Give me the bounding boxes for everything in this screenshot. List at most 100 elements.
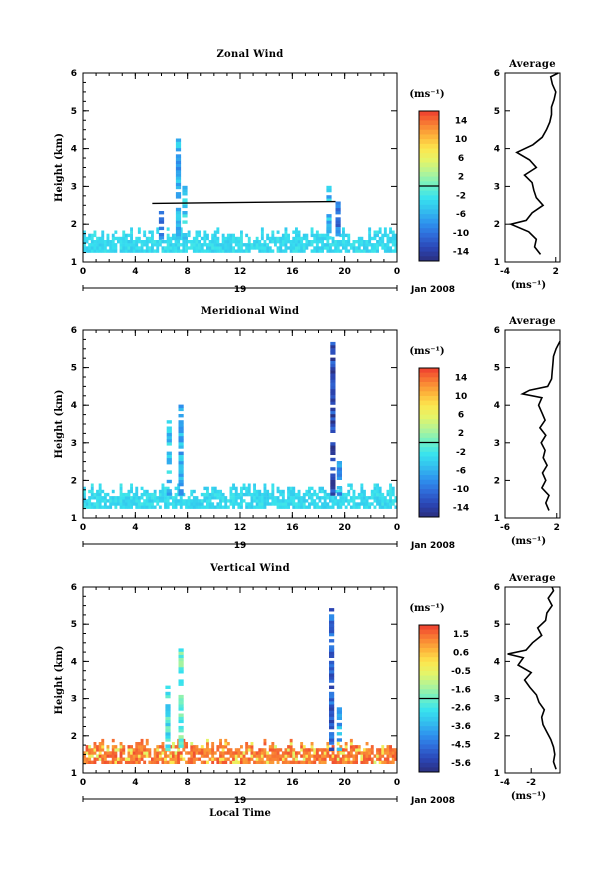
y-tick-label: 4 (71, 657, 77, 667)
colorbar-segment (419, 735, 439, 741)
average-y-tick-label: 5 (494, 620, 500, 630)
colorbar-tick-label: -6 (456, 466, 466, 476)
colorbar-segment (419, 475, 439, 481)
average-y-tick-label: 3 (494, 182, 500, 192)
y-tick-label: 1 (71, 769, 77, 779)
colorbar-tick-label: 6 (458, 154, 464, 164)
panel-title: Vertical Wind (209, 563, 290, 574)
colorbar-segment (419, 386, 439, 392)
average-y-tick-label: 3 (494, 439, 500, 449)
colorbar-segment (419, 428, 439, 434)
heatmap-cells (83, 608, 398, 764)
average-y-tick-label: 6 (494, 69, 500, 79)
colorbar-segment (419, 111, 439, 117)
average-x-tick-label: 2 (554, 523, 560, 533)
colorbar-segment (419, 423, 439, 429)
colorbar-tick-label: 14 (455, 116, 468, 126)
colorbar-segment (419, 115, 439, 121)
colorbar-unit: (ms⁻¹) (409, 89, 444, 100)
colorbar-segment (419, 689, 439, 695)
colorbar-segment (419, 470, 439, 476)
colorbar-segment (419, 157, 439, 163)
colorbar-segment (419, 507, 439, 513)
colorbar-segment (419, 400, 439, 406)
y-tick-label: 5 (71, 364, 77, 374)
heatmap-cells (83, 341, 398, 509)
colorbar-segment (419, 377, 439, 383)
colorbar-segment (419, 237, 439, 243)
colorbar-segment (419, 647, 439, 653)
colorbar-tick-label: 1.5 (453, 630, 469, 640)
colorbar-tick-label: -5.6 (451, 759, 471, 769)
average-y-tick-label: 2 (494, 732, 500, 742)
y-tick-label: 6 (71, 69, 77, 79)
colorbar-segment (419, 730, 439, 736)
average-frame (504, 329, 561, 519)
x-tick-label: 8 (185, 523, 191, 533)
colorbar-tick-label: 6 (458, 411, 464, 421)
average-x-tick-label: 2 (553, 267, 559, 277)
colorbar-segment (419, 125, 439, 131)
colorbar-segment (419, 251, 439, 257)
colorbar-segment (419, 661, 439, 667)
y-tick-label: 5 (71, 620, 77, 630)
colorbar-segment (419, 489, 439, 495)
x-tick-label: 0 (394, 523, 400, 533)
colorbar-segment (419, 498, 439, 504)
panel-title: Meridional Wind (201, 306, 300, 317)
y-tick-label: 4 (71, 401, 77, 411)
colorbar-segment (419, 171, 439, 178)
x-tick-label: 20 (338, 267, 351, 277)
colorbar-segment (419, 465, 439, 471)
colorbar-segment (419, 246, 439, 253)
colorbar-tick-label: 0.6 (453, 649, 469, 659)
colorbar-tick-label: -6 (456, 210, 466, 220)
colorbar-segment (419, 716, 439, 722)
colorbar-segment (419, 391, 439, 397)
colorbar-segment (419, 767, 439, 773)
average-unit: (ms⁻¹) (511, 280, 546, 291)
colorbar-segment (419, 484, 439, 490)
average-y-tick-label: 6 (494, 326, 500, 336)
x-tick-label: 16 (286, 778, 299, 788)
average-profile-line (520, 340, 561, 511)
x-tick-label: 16 (286, 523, 299, 533)
colorbar-segment (419, 451, 439, 457)
colorbar-segment (419, 368, 439, 374)
average-profile-line (507, 586, 557, 770)
colorbar-segment (419, 749, 439, 755)
x-tick-label: 20 (338, 523, 351, 533)
y-tick-label: 1 (71, 258, 77, 268)
colorbar-segment (419, 186, 439, 192)
average-y-tick-label: 4 (494, 145, 500, 155)
colorbar-segment (419, 493, 439, 499)
colorbar-segment (419, 461, 439, 467)
colorbar-segment (419, 153, 439, 159)
y-axis-label: Height (km) (54, 133, 65, 202)
y-tick-label: 3 (71, 439, 77, 449)
average-y-tick-label: 1 (494, 514, 500, 524)
colorbar-segment (419, 148, 439, 154)
x-tick-label: 8 (185, 267, 191, 277)
colorbar-segment (419, 629, 439, 635)
colorbar-segment (419, 120, 439, 126)
colorbar-segment (419, 195, 439, 201)
colorbar-segment (419, 433, 439, 439)
colorbar-segment (419, 758, 439, 764)
colorbar-segment (419, 209, 439, 215)
y-tick-label: 2 (71, 220, 77, 230)
date-label: Jan 2008 (410, 796, 455, 806)
y-tick-label: 2 (71, 476, 77, 486)
x-tick-label: 0 (80, 267, 86, 277)
y-tick-label: 6 (71, 583, 77, 593)
colorbar-segment (419, 204, 439, 210)
x-tick-label: 4 (132, 523, 138, 533)
colorbar-segment (419, 693, 439, 699)
colorbar-segment (419, 703, 439, 709)
colorbar-segment (419, 143, 439, 149)
colorbar-tick-label: 2 (458, 173, 464, 183)
colorbar-tick-label: -2 (456, 191, 466, 201)
colorbar-tick-label: -0.5 (451, 667, 471, 677)
colorbar-segment (419, 223, 439, 229)
